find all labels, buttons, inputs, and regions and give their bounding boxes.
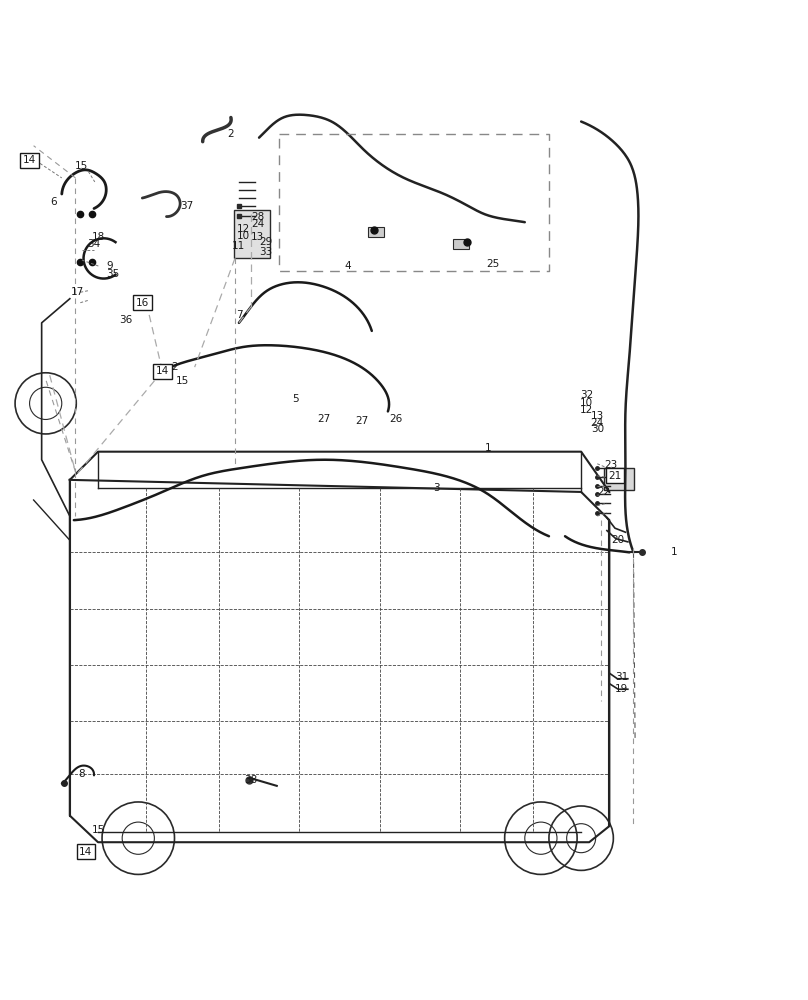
Text: 27: 27: [356, 416, 368, 426]
Text: 3: 3: [433, 483, 440, 493]
Text: 34: 34: [87, 239, 101, 249]
Text: 13: 13: [250, 232, 264, 242]
Text: 14: 14: [156, 366, 169, 376]
Text: 37: 37: [180, 201, 193, 211]
Text: 29: 29: [259, 237, 272, 247]
Text: 24: 24: [250, 219, 264, 229]
Text: 19: 19: [615, 684, 628, 694]
Text: 14: 14: [23, 155, 36, 165]
Text: 7: 7: [236, 310, 242, 320]
Text: 36: 36: [120, 315, 133, 325]
Text: 23: 23: [604, 460, 617, 470]
Text: 15: 15: [91, 825, 105, 835]
Text: 20: 20: [611, 535, 624, 545]
Text: 12: 12: [580, 405, 593, 415]
Text: 1: 1: [671, 547, 677, 557]
Text: 17: 17: [71, 287, 85, 297]
Text: 8: 8: [78, 769, 85, 779]
Text: 10: 10: [237, 231, 250, 241]
Text: 2: 2: [171, 362, 178, 372]
Bar: [368, 227, 384, 237]
Text: 6: 6: [50, 197, 57, 207]
Text: 10: 10: [580, 398, 593, 408]
Text: 31: 31: [615, 672, 628, 682]
Text: 32: 32: [580, 390, 593, 400]
Text: 15: 15: [176, 376, 189, 386]
Text: 9: 9: [107, 261, 113, 271]
Text: 30: 30: [591, 424, 604, 434]
Text: 21: 21: [608, 471, 621, 481]
Text: 33: 33: [259, 247, 272, 257]
Bar: [234, 210, 271, 258]
Text: 15: 15: [75, 161, 89, 171]
Text: 16: 16: [136, 298, 149, 308]
Text: 12: 12: [236, 224, 250, 234]
Text: 25: 25: [486, 259, 499, 269]
Text: 5: 5: [292, 394, 299, 404]
Text: 35: 35: [106, 269, 119, 279]
Text: 38: 38: [244, 775, 258, 785]
Text: 4: 4: [344, 261, 351, 271]
Text: 26: 26: [389, 414, 402, 424]
Text: 1: 1: [486, 443, 492, 453]
Bar: [604, 468, 634, 490]
Text: 28: 28: [250, 212, 264, 222]
Text: 27: 27: [317, 414, 330, 424]
Text: 13: 13: [591, 411, 604, 421]
Text: 11: 11: [233, 241, 246, 251]
Text: 22: 22: [597, 487, 610, 497]
Text: 18: 18: [91, 232, 105, 242]
Bar: [453, 239, 469, 249]
Text: 14: 14: [79, 847, 93, 857]
Text: 2: 2: [228, 129, 234, 139]
Text: 24: 24: [591, 418, 604, 428]
